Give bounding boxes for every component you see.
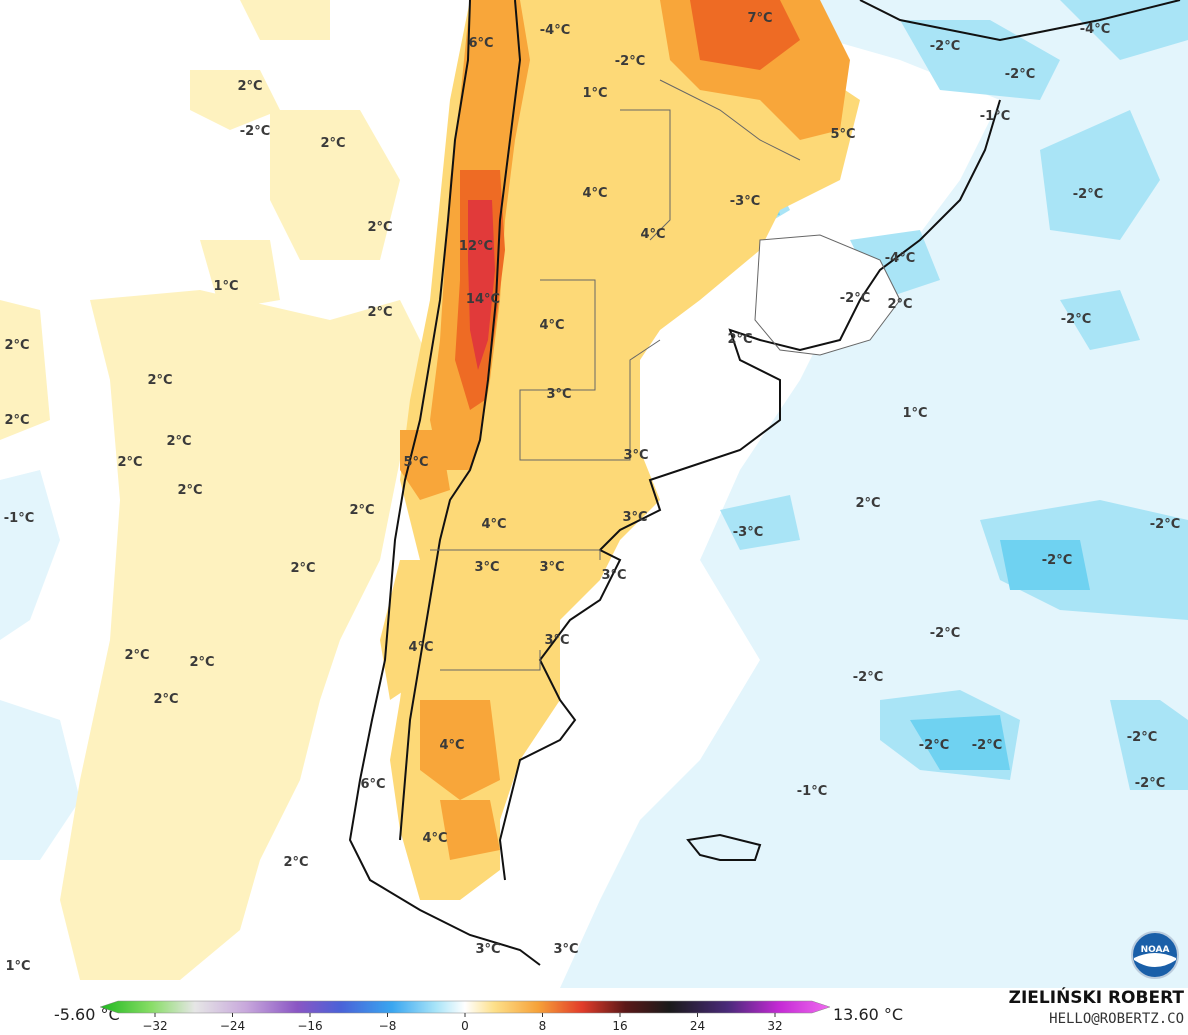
temperature-label: 2°C (4, 413, 29, 428)
province-borders (430, 79, 901, 671)
colorbar-tick-label: −16 (297, 1019, 322, 1033)
temperature-label: 2°C (124, 648, 149, 663)
temperature-label: 2°C (117, 455, 142, 470)
temperature-label: 2°C (349, 503, 374, 518)
temperature-label: -2°C (1073, 187, 1103, 202)
author-name: ZIELIŃSKI ROBERT (1008, 988, 1184, 1008)
temperature-label: 3°C (622, 510, 647, 525)
temperature-label: 14°C (466, 292, 500, 307)
temperature-label: 5°C (830, 127, 855, 142)
temperature-label: -2°C (615, 54, 645, 69)
temperature-label: 2°C (166, 434, 191, 449)
temperature-label: 2°C (290, 561, 315, 576)
temperature-label: -2°C (1005, 67, 1035, 82)
temperature-label: 3°C (474, 560, 499, 575)
temperature-label: -1°C (980, 109, 1010, 124)
temperature-label: 4°C (439, 738, 464, 753)
colorbar: −32 −24 −16 −8 0 8 16 24 32 (100, 1000, 831, 1033)
temperature-label: -3°C (733, 525, 763, 540)
temperature-label: 5°C (403, 455, 428, 470)
temperature-label: -2°C (1042, 553, 1072, 568)
temperature-label: -2°C (853, 670, 883, 685)
colorbar-tick-label: 24 (690, 1019, 705, 1033)
temperature-label: 3°C (553, 942, 578, 957)
temperature-label: 4°C (408, 640, 433, 655)
temperature-label: 2°C (147, 373, 172, 388)
temperature-label: 4°C (582, 186, 607, 201)
colorbar-tick-label: 16 (612, 1019, 627, 1033)
temperature-label: 12°C (459, 239, 493, 254)
temperature-label: -2°C (1127, 730, 1157, 745)
temperature-label: 1°C (902, 406, 927, 421)
temperature-label: 2°C (727, 332, 752, 347)
temperature-label: 3°C (546, 387, 571, 402)
temperature-label: -1°C (797, 784, 827, 799)
colorbar-tick-label: 8 (539, 1019, 547, 1033)
colorbar-tick-label: 0 (461, 1019, 469, 1033)
colorbar-tick-label: −24 (220, 1019, 245, 1033)
colorbar-min-label: -5.60 °C (54, 1005, 120, 1024)
temperature-label: -1°C (4, 511, 34, 526)
temperature-label: 2°C (320, 136, 345, 151)
temperature-label: 1°C (582, 86, 607, 101)
temperature-label: 2°C (367, 305, 392, 320)
noaa-logo-icon: NOAA (1131, 931, 1179, 979)
uruguay-area (755, 235, 900, 355)
colorbar-tick-label: −32 (142, 1019, 167, 1033)
temperature-label: 2°C (855, 496, 880, 511)
temperature-label: 1°C (213, 279, 238, 294)
temperature-label: -4°C (885, 251, 915, 266)
colorbar-max-label: 13.60 °C (833, 1005, 904, 1024)
colorbar-tick-label: −8 (379, 1019, 397, 1033)
author-email: HELLO@ROBERTZ.CO (1049, 1011, 1184, 1027)
pacific-warm-layer (0, 0, 430, 980)
cold-anomaly-layer (0, 0, 1188, 988)
temperature-label: -2°C (240, 124, 270, 139)
temperature-label: 4°C (481, 517, 506, 532)
temperature-label: 4°C (640, 227, 665, 242)
temperature-label: -2°C (1061, 312, 1091, 327)
temperature-label: -2°C (930, 39, 960, 54)
colorbar-gradient (100, 1000, 831, 1014)
andes-peak-layer (468, 200, 495, 370)
temperature-labels: 6°C -4°C 7°C -4°C -2°C -2°C -2°C 2°C 1°C -2°C -1°C… (4, 11, 1180, 974)
temperature-label: 6°C (468, 36, 493, 51)
temperature-label: -3°C (730, 194, 760, 209)
temperature-label: -2°C (1135, 776, 1165, 791)
temperature-label: -2°C (1150, 517, 1180, 532)
temperature-label: 2°C (237, 79, 262, 94)
coastlines (348, 0, 1181, 966)
temperature-label: 2°C (153, 692, 178, 707)
temperature-label: 3°C (601, 568, 626, 583)
temperature-anomaly-map: 6°C -4°C 7°C -4°C -2°C -2°C -2°C 2°C 1°C -2°C -1°C… (0, 0, 1188, 988)
noaa-logo-text: NOAA (1141, 945, 1170, 955)
temperature-label: 2°C (367, 220, 392, 235)
temperature-label: 2°C (177, 483, 202, 498)
temperature-label: -2°C (919, 738, 949, 753)
temperature-label: 3°C (544, 633, 569, 648)
temperature-label: -4°C (540, 23, 570, 38)
temperature-label: -4°C (1080, 22, 1110, 37)
temperature-label: 2°C (283, 855, 308, 870)
temperature-label: 6°C (360, 777, 385, 792)
land-warm-layer (380, 0, 860, 900)
temperature-label: 7°C (747, 11, 772, 26)
colorbar-tick-label: 32 (767, 1019, 782, 1033)
temperature-label: 3°C (539, 560, 564, 575)
temperature-label: 3°C (623, 448, 648, 463)
temperature-label: -2°C (840, 291, 870, 306)
temperature-label: 4°C (539, 318, 564, 333)
temperature-label: 2°C (4, 338, 29, 353)
temperature-label: 2°C (189, 655, 214, 670)
temperature-label: 3°C (475, 942, 500, 957)
temperature-label: -2°C (930, 626, 960, 641)
temperature-label: 2°C (887, 297, 912, 312)
temperature-label: 1°C (5, 959, 30, 974)
temperature-label: -2°C (972, 738, 1002, 753)
temperature-label: 4°C (422, 831, 447, 846)
